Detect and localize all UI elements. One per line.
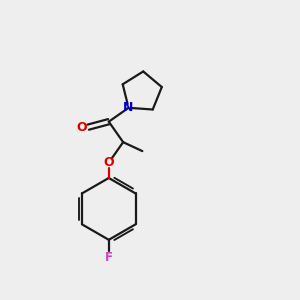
Text: N: N (123, 101, 134, 114)
Text: F: F (105, 251, 113, 264)
Text: O: O (103, 156, 114, 169)
Text: O: O (76, 121, 87, 134)
